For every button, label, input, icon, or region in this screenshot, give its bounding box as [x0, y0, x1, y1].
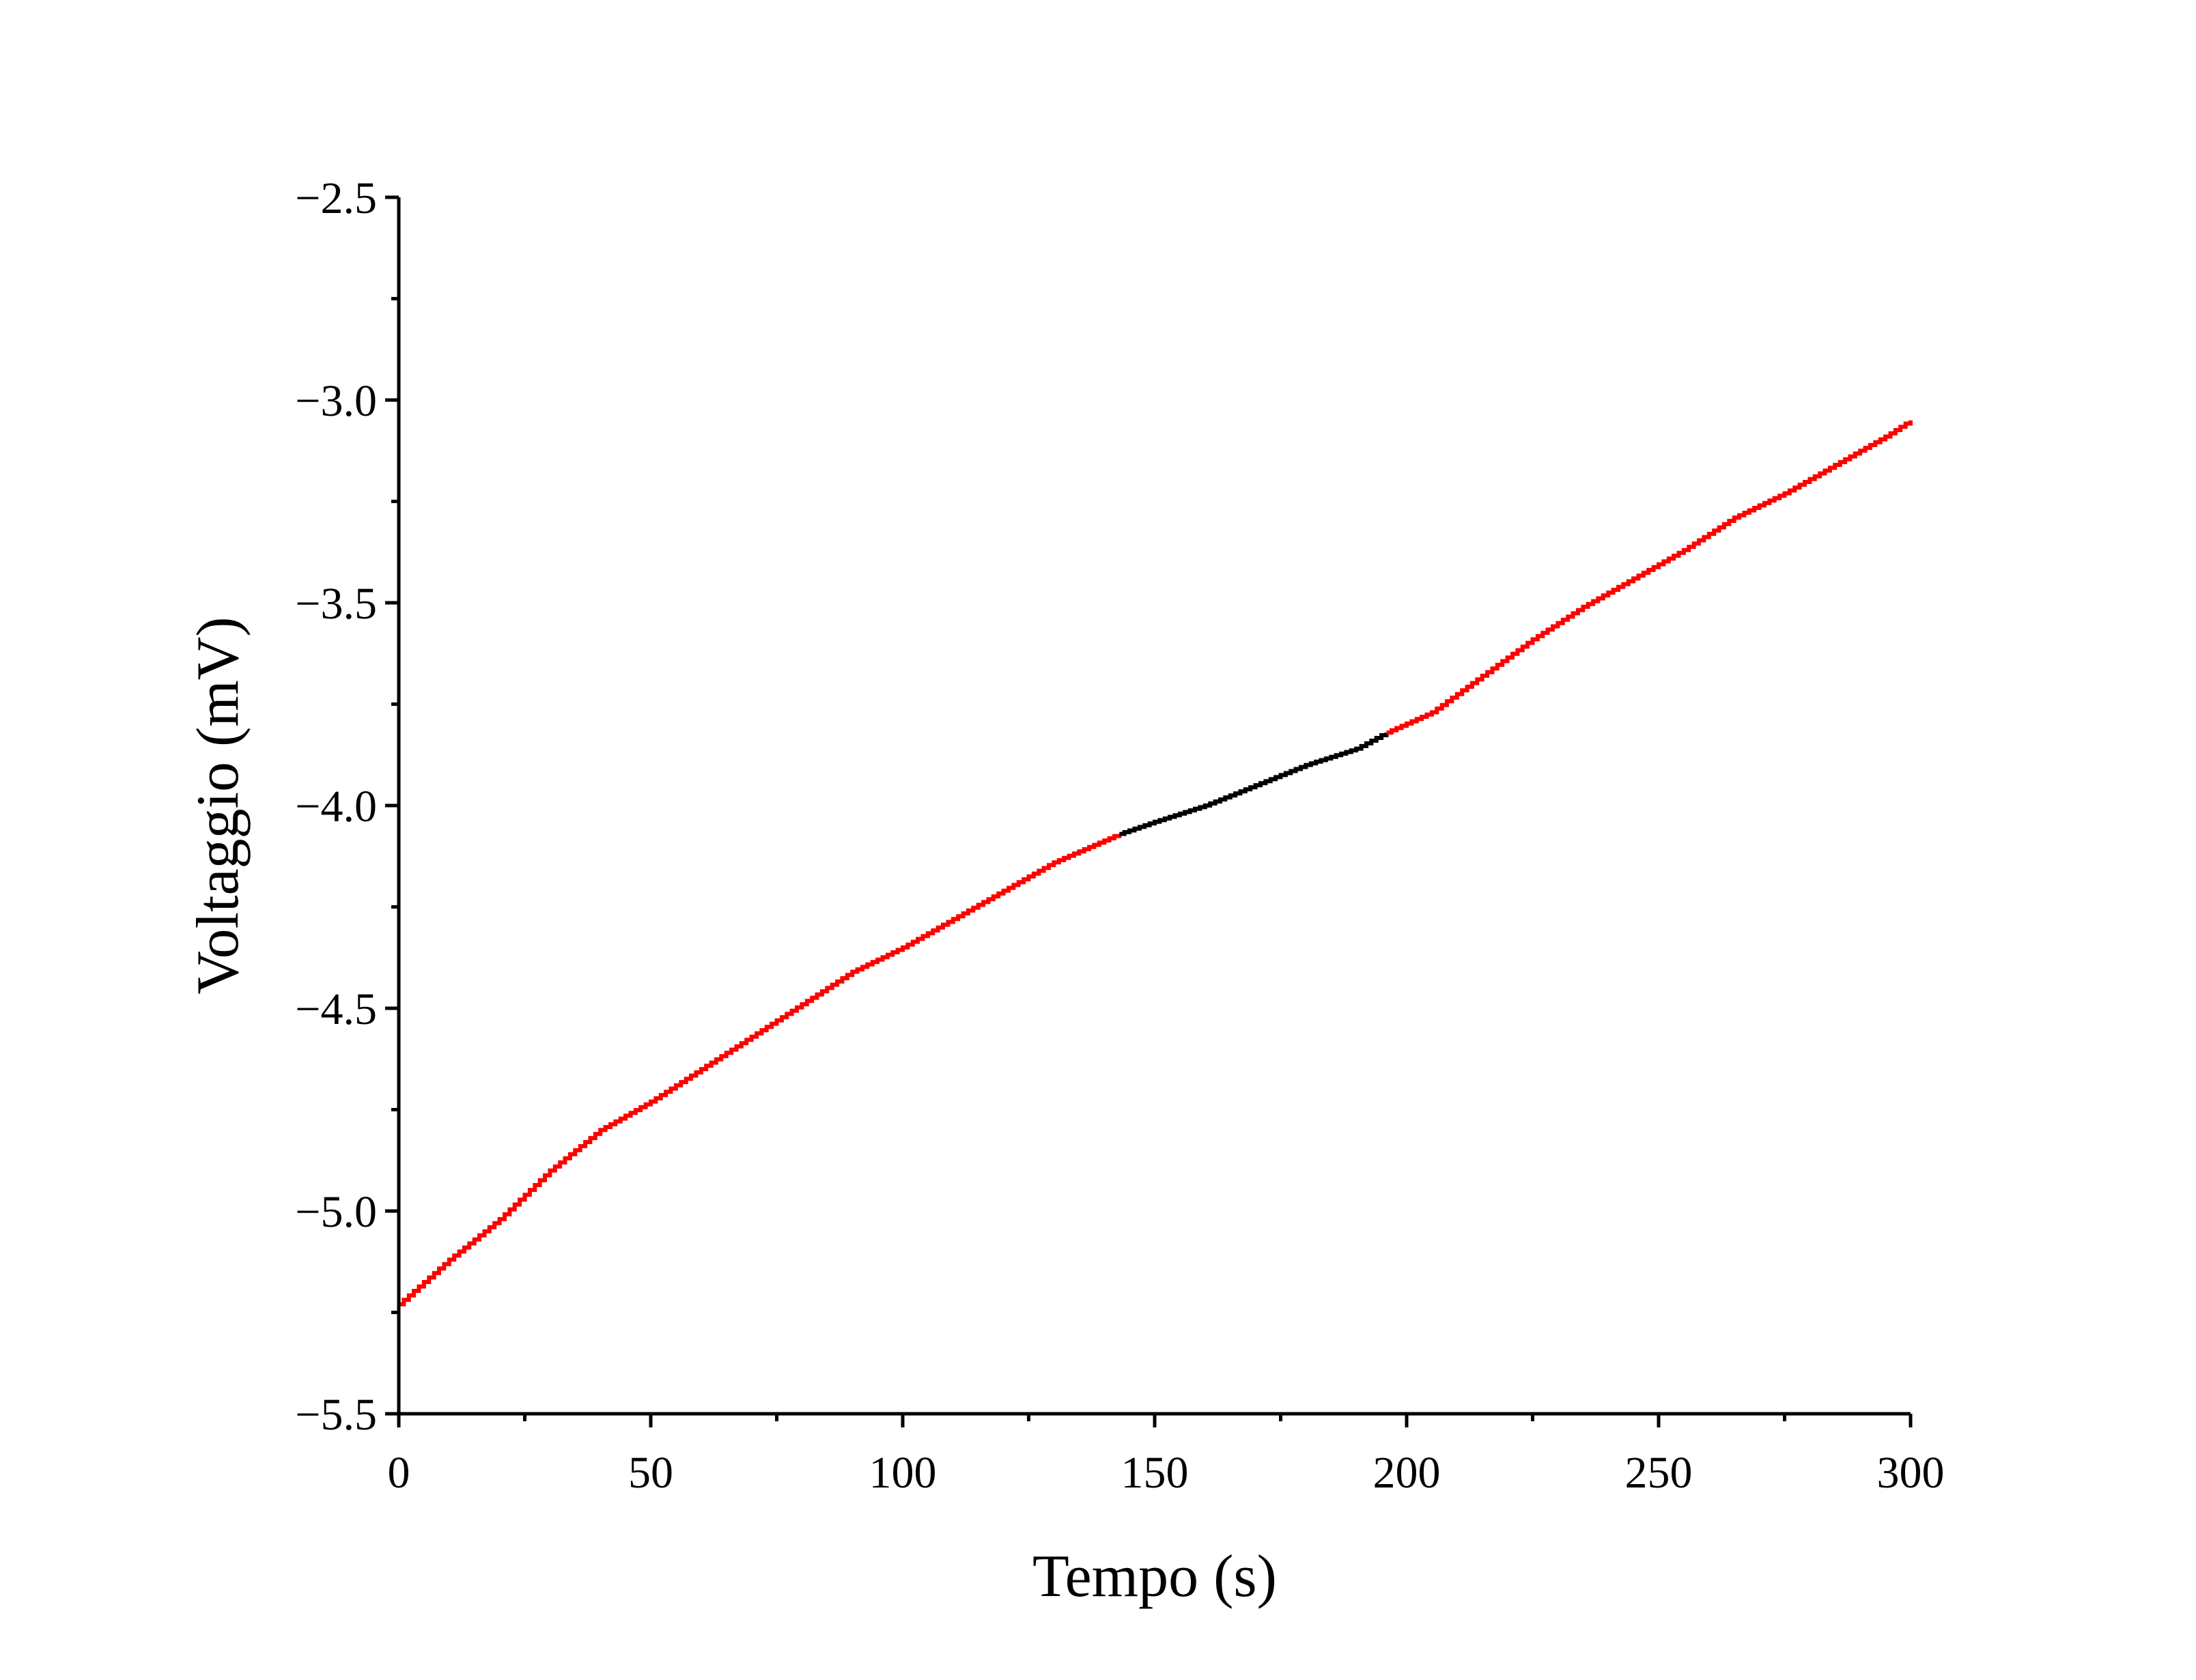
- y-tick-label: −3.5: [295, 579, 377, 629]
- x-axis-title: Tempo (s): [1032, 1543, 1277, 1610]
- series-line-3: [1386, 420, 1913, 735]
- x-tick-label: 200: [1373, 1448, 1441, 1498]
- x-ticks: 0 50 100 150 200 250 300: [388, 1414, 1945, 1498]
- y-tick-label: −5.5: [295, 1390, 377, 1440]
- plot-area: [399, 420, 1913, 1307]
- x-tick-label: 300: [1877, 1448, 1945, 1498]
- x-tick-label: 100: [869, 1448, 937, 1498]
- y-axis-title: Voltaggio (mV): [185, 616, 251, 994]
- axes: [397, 197, 1911, 1416]
- y-tick-label: −4.0: [295, 782, 377, 831]
- series-line-2: [1119, 732, 1389, 836]
- x-tick-label: 0: [388, 1448, 410, 1498]
- series-line-1: [399, 834, 1122, 1307]
- y-tick-label: −4.5: [295, 984, 377, 1034]
- y-tick-label: −2.5: [295, 173, 377, 223]
- y-tick-label: −5.0: [295, 1187, 377, 1237]
- x-tick-label: 150: [1121, 1448, 1189, 1498]
- x-tick-label: 50: [628, 1448, 673, 1498]
- x-tick-label: 250: [1625, 1448, 1693, 1498]
- y-ticks: −5.5 −5.0 −4.5 −4.0 −3.5 −3.0 −2.5: [295, 173, 399, 1440]
- y-tick-label: −3.0: [295, 376, 377, 426]
